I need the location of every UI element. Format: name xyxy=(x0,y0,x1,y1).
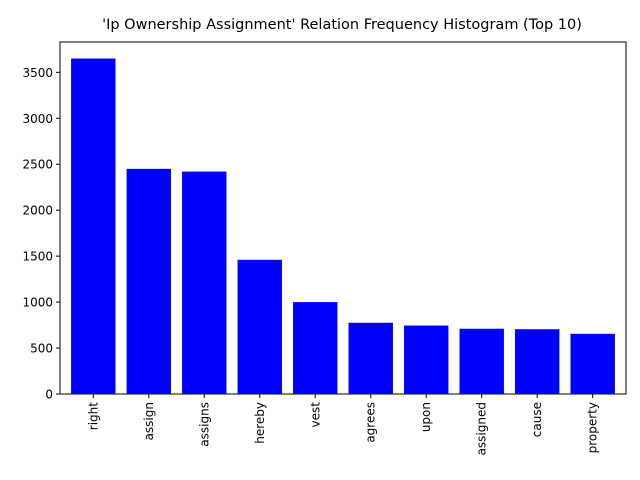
x-tick-label-vest: vest xyxy=(308,402,322,428)
x-tick-label-assigns: assigns xyxy=(197,402,211,447)
y-tick-label: 2000 xyxy=(22,204,53,218)
bar-cause xyxy=(515,329,560,394)
x-tick-label-property: property xyxy=(586,402,600,453)
y-tick-label: 3000 xyxy=(22,112,53,126)
y-axis: 0 500 1000 1500 2000 2500 3000 3500 xyxy=(22,66,60,402)
bar-hereby xyxy=(237,259,282,394)
x-tick-label-agrees: agrees xyxy=(364,402,378,443)
bar-agrees xyxy=(348,322,393,394)
y-tick-label: 2500 xyxy=(22,158,53,172)
x-tick-label-right: right xyxy=(86,402,100,430)
y-tick-label: 0 xyxy=(45,388,53,402)
bar-right xyxy=(71,58,116,394)
y-tick-label: 1500 xyxy=(22,250,53,264)
x-tick-label-hereby: hereby xyxy=(253,402,267,444)
x-tick-label-cause: cause xyxy=(530,402,544,437)
bar-assigns xyxy=(182,171,227,394)
bar-assigned xyxy=(459,328,504,394)
y-tick-label: 3500 xyxy=(22,66,53,80)
chart-title: 'Ip Ownership Assignment' Relation Frequ… xyxy=(102,17,582,33)
y-tick-label: 500 xyxy=(30,342,53,356)
y-tick-label: 1000 xyxy=(22,296,53,310)
bar-vest xyxy=(293,302,338,394)
bars xyxy=(71,58,615,394)
plot-area xyxy=(59,41,627,395)
bar-assign xyxy=(126,168,171,394)
axes-frame xyxy=(59,41,627,395)
bar-upon xyxy=(404,325,449,394)
x-tick-label-upon: upon xyxy=(419,402,433,432)
bar-property xyxy=(570,333,615,394)
x-tick-label-assign: assign xyxy=(142,402,156,440)
x-tick-label-assigned: assigned xyxy=(475,402,489,455)
x-axis: right assign assigns hereby vest agrees upon as… xyxy=(86,394,600,455)
